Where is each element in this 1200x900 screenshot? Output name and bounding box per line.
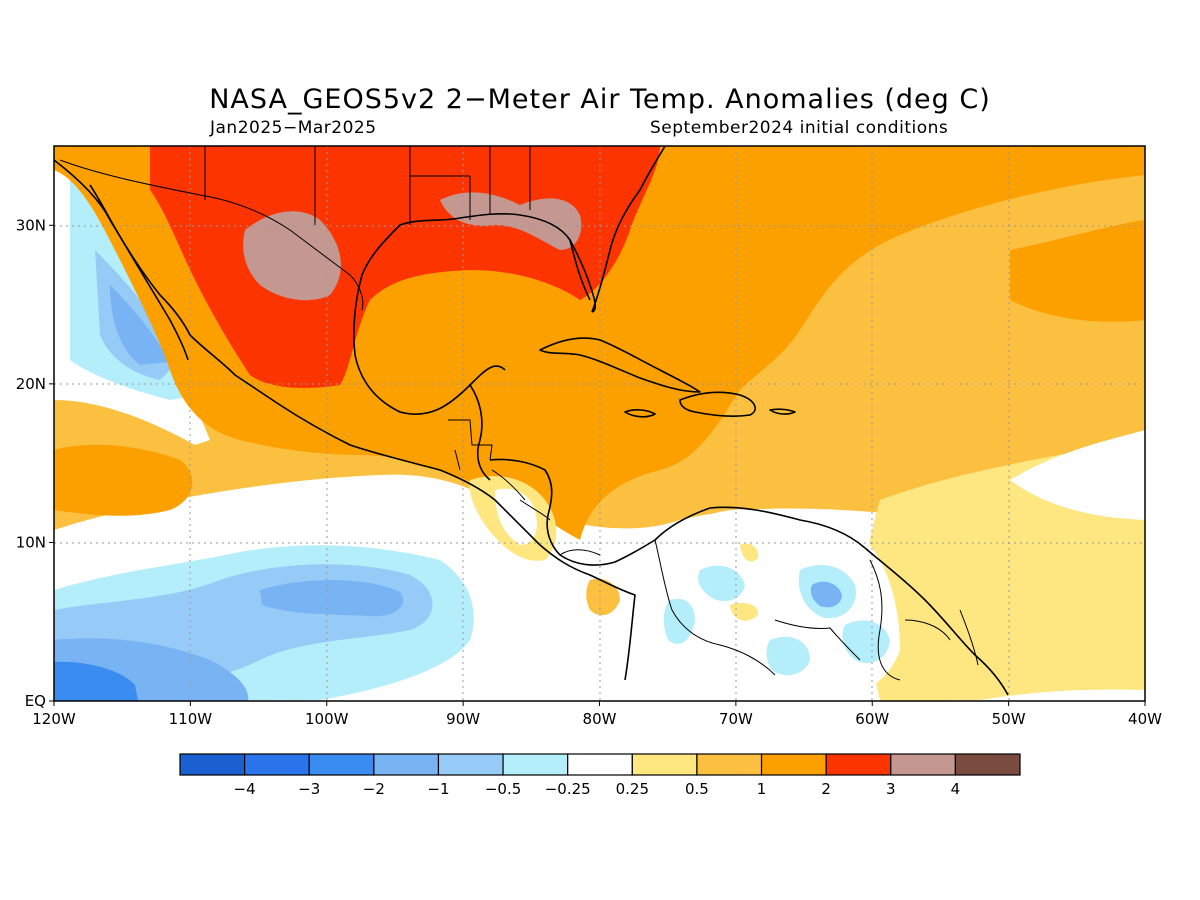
coastline-gulf [353, 212, 591, 415]
lon-tick-label: 100W [305, 710, 349, 728]
colorbar-label: 0.5 [685, 780, 709, 798]
colorbar-label: −1 [427, 780, 449, 798]
coastline-hispaniola [679, 391, 756, 418]
colorbar-swatch-5 [502, 753, 569, 776]
colorbar-swatch-12 [954, 753, 1021, 776]
lat-tick-label: 20N [16, 375, 46, 393]
colorbar-label: −0.25 [545, 780, 591, 798]
colorbar-swatch-4 [437, 753, 504, 776]
field-brown-texas [243, 211, 341, 301]
field-blue-sw-core [54, 661, 138, 701]
colorbar-label: −3 [298, 780, 320, 798]
colorbar-label: 4 [951, 780, 961, 798]
colorbar-label: 1 [757, 780, 767, 798]
lon-tick-label: 80W [583, 710, 617, 728]
colorbar-swatch-10 [825, 753, 892, 776]
borders [59, 146, 979, 681]
lon-tick-label: 60W [855, 710, 889, 728]
lon-tick-label: 70W [719, 710, 753, 728]
field-orange-east [1010, 220, 1145, 322]
border-us-states [204, 146, 531, 225]
coastline-baja [89, 184, 189, 361]
colorbar-label: −0.5 [485, 780, 521, 798]
colorbar-swatch-2 [308, 753, 375, 776]
coastline-florida [569, 239, 597, 313]
grid-lines [54, 146, 1145, 701]
colorbar-swatch-9 [760, 753, 827, 776]
coastline-puertorico [769, 408, 796, 415]
coastline-cuba [539, 337, 701, 393]
colorbar: −4 −3 −2 −1 −0.5 −0.25 0.25 0.5 1 2 3 4 [179, 753, 1021, 798]
field-yellow-sa-1 [740, 543, 759, 562]
lon-tick-label: 120W [32, 710, 76, 728]
colorbar-label: −4 [234, 780, 256, 798]
field-blue-baja-core [110, 285, 168, 365]
colorbar-swatch-0 [179, 753, 246, 776]
lon-tick-label: 40W [1128, 710, 1162, 728]
field-blue-pacific-core [260, 580, 404, 617]
lat-tick-label: 30N [16, 216, 46, 234]
coastline-central-america-east [489, 458, 866, 566]
field-white-east [1010, 430, 1145, 520]
forecast-period: Jan2025−Mar2025 [210, 118, 377, 138]
field-orange-west [54, 444, 193, 516]
colorbar-swatch-8 [696, 753, 763, 776]
field-orange-panama [586, 578, 620, 616]
colorbar-label: 0.25 [616, 780, 649, 798]
colorbar-label: 2 [821, 780, 831, 798]
field-lightblue-sa-4 [766, 636, 810, 676]
coastline-yucatan [469, 384, 491, 481]
colorbar-swatch-7 [631, 753, 698, 776]
border-guatemala [448, 419, 493, 471]
axis-ticks: 120W 110W 100W 90W 80W 70W 60W 50W 40W EQ 10N 20N 30… [16, 216, 1162, 728]
field-white-southamerica [618, 509, 900, 701]
border-us-mexico [59, 159, 364, 311]
lon-tick-label: 110W [169, 710, 213, 728]
coastline-pacific-mexico [54, 159, 636, 681]
field-brown-gulfcoast [440, 192, 582, 250]
coastline-jamaica [624, 409, 656, 418]
colorbar-swatch-6 [567, 753, 633, 776]
field-lightblue-sa-2 [698, 565, 745, 602]
border-central-america [491, 469, 601, 556]
colorbar-label: −2 [363, 780, 385, 798]
border-south-america [654, 539, 979, 681]
initial-conditions: September2024 initial conditions [650, 118, 949, 138]
lon-tick-label: 90W [446, 710, 480, 728]
field-yellow-sa-2 [730, 603, 759, 621]
lat-tick-label: 10N [16, 533, 46, 551]
coastline-us-atlantic [591, 146, 666, 313]
colorbar-swatch-3 [373, 753, 440, 776]
colorbar-label: 3 [886, 780, 896, 798]
coastline-south-america-north [864, 547, 1009, 696]
lon-tick-label: 50W [992, 710, 1026, 728]
lat-tick-label: EQ [25, 692, 46, 710]
coastlines [54, 146, 1009, 696]
map-title: NASA_GEOS5v2 2−Meter Air Temp. Anomalies… [209, 84, 991, 115]
colorbar-swatch-11 [890, 753, 956, 776]
colorbar-swatch-1 [244, 753, 310, 776]
field-blue-sa-1 [810, 581, 842, 608]
